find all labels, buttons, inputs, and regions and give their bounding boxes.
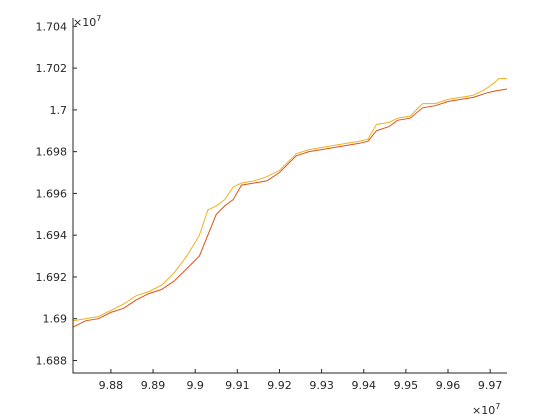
x-exponent-label: ×107 (472, 402, 500, 417)
axes (72, 18, 507, 374)
x-tick-label: 9.92 (267, 379, 292, 392)
x-tick-label: 9.9 (186, 379, 204, 392)
x-tick-label: 9.94 (351, 379, 376, 392)
x-tick-label: 9.95 (394, 379, 419, 392)
y-tick-label: 1.702 (36, 62, 68, 75)
x-tick-label: 9.93 (309, 379, 334, 392)
y-tick-label: 1.696 (36, 187, 68, 200)
x-tick-label: 9.97 (478, 379, 503, 392)
y-tick-label: 1.694 (36, 229, 68, 242)
y-exponent-base: ×10 (73, 16, 96, 29)
y-exponent-power: 7 (96, 14, 101, 23)
x-tick-label: 9.91 (225, 379, 250, 392)
x-ticks: 9.88 9.89 9.9 9.91 9.92 9.93 9.94 9.95 9.96 9.97 (99, 369, 503, 392)
x-exponent-power: 7 (495, 402, 500, 411)
x-tick-label: 9.88 (99, 379, 124, 392)
axis-frame (72, 18, 507, 374)
y-tick-label: 1.692 (36, 271, 68, 284)
y-tick-label: 1.7 (50, 104, 68, 117)
series-layer (73, 78, 507, 328)
y-tick-label: 1.688 (36, 354, 68, 367)
y-tick-label: 1.698 (36, 146, 68, 159)
y-exponent-label: ×107 (73, 14, 101, 29)
x-tick-label: 9.96 (436, 379, 461, 392)
y-tick-label: 1.704 (36, 20, 68, 33)
x-exponent-base: ×10 (472, 404, 495, 417)
series-line-2 (73, 88, 507, 328)
x-tick-label: 9.89 (141, 379, 166, 392)
y-ticks: 1.688 1.69 1.692 1.694 1.696 1.698 1.7 1.702 1.7… (36, 20, 77, 367)
y-tick-label: 1.69 (43, 313, 68, 326)
series-line-1 (73, 78, 507, 322)
